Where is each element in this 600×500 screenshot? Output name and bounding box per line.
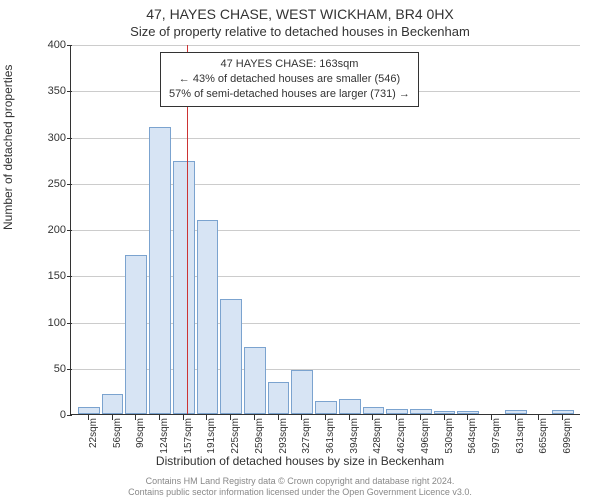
info-box-line-2: ← 43% of detached houses are smaller (54…	[169, 72, 410, 87]
x-axis-label: Distribution of detached houses by size …	[0, 454, 600, 468]
x-tick-label: 225sqm	[230, 418, 241, 458]
histogram-bar	[149, 127, 171, 414]
x-tick-label: 293sqm	[278, 418, 289, 458]
histogram-bar	[315, 401, 337, 414]
x-tick-label: 124sqm	[159, 418, 170, 458]
histogram-bar	[457, 411, 479, 414]
histogram-bar	[244, 347, 266, 414]
x-tick-label: 631sqm	[515, 418, 526, 458]
x-tick-label: 90sqm	[135, 418, 146, 458]
x-tick-label: 327sqm	[301, 418, 312, 458]
x-tick-label: 157sqm	[183, 418, 194, 458]
x-tick-label: 597sqm	[491, 418, 502, 458]
histogram-bar	[552, 410, 574, 414]
y-tick: 200	[6, 224, 66, 236]
x-tick-label: 191sqm	[206, 418, 217, 458]
x-tick-label: 428sqm	[372, 418, 383, 458]
histogram-bar	[102, 394, 124, 414]
footer-line-2: Contains public sector information licen…	[128, 487, 472, 497]
y-tick: 150	[6, 270, 66, 282]
histogram-bar	[505, 410, 527, 414]
info-box: 47 HAYES CHASE: 163sqm ← 43% of detached…	[160, 52, 419, 107]
x-tick-label: 259sqm	[254, 418, 265, 458]
y-tick: 0	[6, 409, 66, 421]
histogram-bar	[197, 220, 219, 414]
histogram-bar	[125, 255, 147, 414]
chart-subtitle: Size of property relative to detached ho…	[0, 24, 600, 39]
histogram-bar	[220, 299, 242, 414]
y-tick: 50	[6, 363, 66, 375]
x-tick-label: 56sqm	[112, 418, 123, 458]
y-tick: 300	[6, 132, 66, 144]
histogram-bar	[268, 382, 290, 414]
footer-line-1: Contains HM Land Registry data © Crown c…	[146, 476, 455, 486]
x-tick-label: 462sqm	[396, 418, 407, 458]
histogram-bar	[434, 411, 456, 414]
x-tick-label: 564sqm	[467, 418, 478, 458]
chart-title: 47, HAYES CHASE, WEST WICKHAM, BR4 0HX	[0, 6, 600, 22]
x-tick-label: 394sqm	[349, 418, 360, 458]
x-tick-label: 665sqm	[538, 418, 549, 458]
histogram-bar	[339, 399, 361, 414]
histogram-bar	[386, 409, 408, 414]
footer-attribution: Contains HM Land Registry data © Crown c…	[0, 476, 600, 498]
info-box-line-1: 47 HAYES CHASE: 163sqm	[169, 57, 410, 72]
x-tick-label: 361sqm	[325, 418, 336, 458]
info-box-line-3: 57% of semi-detached houses are larger (…	[169, 87, 410, 102]
y-tick: 250	[6, 178, 66, 190]
histogram-bar	[291, 370, 313, 414]
y-tick: 100	[6, 317, 66, 329]
x-tick-label: 530sqm	[444, 418, 455, 458]
histogram-bar	[363, 407, 385, 414]
x-tick-label: 699sqm	[562, 418, 573, 458]
x-tick-label: 22sqm	[88, 418, 99, 458]
y-tick: 350	[6, 85, 66, 97]
histogram-bar	[78, 407, 100, 414]
y-tick: 400	[6, 39, 66, 51]
x-tick-label: 496sqm	[420, 418, 431, 458]
histogram-bar	[410, 409, 432, 414]
histogram-bar	[173, 161, 195, 414]
